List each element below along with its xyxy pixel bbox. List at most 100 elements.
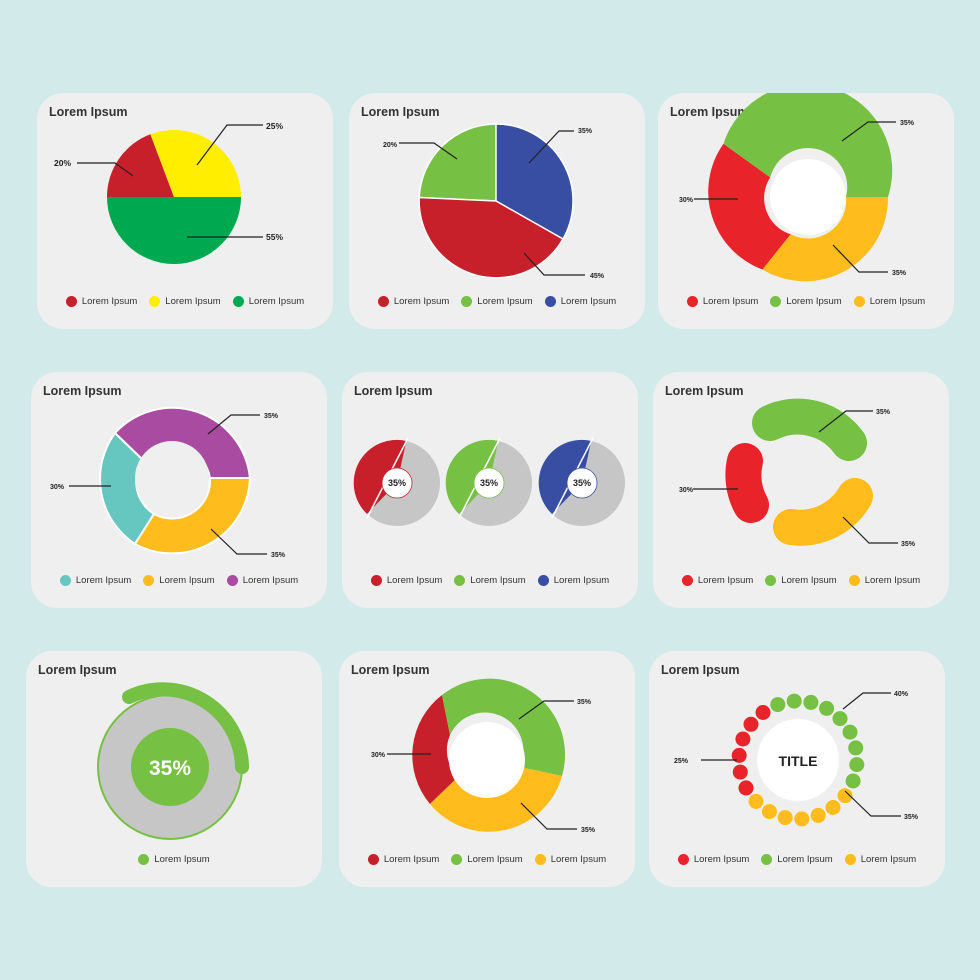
leader-line (196, 124, 263, 166)
chart-title: Lorem Ipsum (665, 384, 744, 398)
legend-item: Lorem Ipsum (232, 296, 304, 307)
gauge-value: 35% (573, 478, 591, 488)
legend-item: Lorem Ipsum (226, 575, 299, 586)
chart-card-1: Lorem Ipsum 20% 25% 55% Lorem Ipsum Lore… (37, 93, 333, 329)
chart-legend: Lorem Ipsum Lorem Ipsum Lorem Ipsum (31, 575, 327, 586)
legend-item: Lorem Ipsum (451, 854, 523, 865)
legend-label: Lorem Ipsum (869, 296, 926, 307)
legend-swatch (377, 296, 389, 307)
legend-item: Lorem Ipsum (848, 575, 920, 586)
legend-item: Lorem Ipsum (770, 296, 842, 307)
leader-line (842, 516, 898, 544)
ring-dot (810, 807, 826, 823)
chart-legend: Lorem Ipsum Lorem Ipsum Lorem Ipsum (37, 296, 333, 307)
pie-slice-yellow (150, 130, 241, 197)
legend-label: Lorem Ipsum (386, 575, 443, 586)
legend-item: Lorem Ipsum (853, 296, 926, 307)
legend-swatch (454, 575, 466, 586)
legend-swatch (461, 296, 473, 307)
legend-item: Lorem Ipsum (454, 575, 526, 586)
pie-slice-red (107, 134, 174, 197)
slice-label: 45% (590, 273, 605, 280)
legend-swatch (367, 854, 379, 865)
ring-dot (794, 811, 810, 827)
center-title: TITLE (779, 753, 818, 769)
donut-slice-red (412, 695, 458, 804)
chart-title: Lorem Ipsum (661, 663, 740, 677)
chart-title: Lorem Ipsum (351, 663, 430, 677)
slice-label: 35% (900, 120, 915, 127)
pie-slice-red (418, 196, 565, 279)
legend-swatch (844, 854, 856, 865)
pie-slice-green (418, 123, 497, 202)
legend-swatch (143, 575, 155, 586)
chart-legend: Lorem Ipsum Lorem Ipsum Lorem Ipsum (649, 854, 945, 865)
legend-swatch (534, 854, 546, 865)
chart-title: Lorem Ipsum (43, 384, 122, 398)
chart-area: 35% 35% 35% (353, 437, 625, 526)
ring-dot (743, 716, 759, 732)
legend-swatch (537, 575, 549, 586)
chart-legend: Lorem Ipsum (26, 854, 322, 865)
gauge-center (473, 467, 505, 499)
ring-dot (732, 764, 748, 780)
slice-label: 40% (894, 691, 909, 698)
chart-area: 20% 35% 45% (383, 123, 605, 280)
pie-slice-green (107, 197, 241, 264)
ring-dot (777, 810, 793, 826)
chart-title: Lorem Ipsum (49, 105, 128, 119)
chart-card-4: Lorem Ipsum 30% 35% 35% Lorem Ipsum Lore… (31, 372, 327, 608)
progress-arc (122, 682, 249, 774)
legend-item: Lorem Ipsum (844, 854, 916, 865)
chart-area: 30% 35% 35% (679, 398, 916, 548)
legend-label: Lorem Ipsum (777, 854, 833, 865)
chart-area: 20% 25% 55% (54, 121, 283, 264)
donut-slice-red (708, 143, 791, 270)
chart-title: Lorem Ipsum (354, 384, 433, 398)
segment-red (725, 443, 769, 523)
legend-label: Lorem Ipsum (470, 575, 526, 586)
legend-swatch (761, 854, 773, 865)
leader-line (528, 130, 574, 164)
ring-dot (770, 697, 786, 713)
legend-label: Lorem Ipsum (553, 575, 610, 586)
donut-hole (449, 722, 525, 798)
legend-item: Lorem Ipsum (544, 296, 617, 307)
chart-area: 30% 35% 35% (371, 678, 596, 834)
segment-green (752, 398, 867, 461)
chart-title: Lorem Ipsum (670, 105, 749, 119)
legend-label: Lorem Ipsum (75, 575, 132, 586)
slice-label: 20% (383, 142, 398, 149)
chart-card-6: Lorem Ipsum 30% 35% 35% Lorem Ipsum Lore… (653, 372, 949, 608)
slice-label: 35% (578, 128, 593, 135)
leader-line (832, 244, 888, 273)
ring-dot (786, 693, 802, 709)
legend-swatch (686, 296, 698, 307)
legend-item: Lorem Ipsum (138, 854, 210, 865)
chart-area: 30% 35% 35% (50, 406, 286, 559)
ring-dot (845, 773, 861, 789)
slice-label: 35% (581, 827, 596, 834)
legend-label: Lorem Ipsum (560, 296, 617, 307)
ring-dot (819, 700, 835, 716)
legend-swatch (232, 296, 244, 307)
gauge-fill-blue (538, 439, 592, 514)
ring-dot (761, 804, 777, 820)
legend-label: Lorem Ipsum (165, 296, 221, 307)
gauge-value: 35% (480, 478, 498, 488)
slice-label: 55% (266, 232, 283, 242)
legend-label: Lorem Ipsum (242, 575, 299, 586)
ring-dot (842, 724, 858, 740)
pie-slice-blue (495, 123, 574, 241)
legend-item: Lorem Ipsum (537, 575, 610, 586)
leader-line (518, 700, 574, 720)
donut-hole (770, 159, 846, 235)
legend-item: Lorem Ipsum (761, 854, 833, 865)
ring-dot (755, 705, 771, 720)
slice-label: 30% (371, 752, 386, 759)
chart-card-5: Lorem Ipsum 35% 35% 35% Lorem Ipsum Lore… (342, 372, 638, 608)
slice-label: 25% (266, 121, 283, 131)
donut-slice-green (442, 678, 566, 776)
leader-line (844, 790, 901, 817)
chart-card-2: Lorem Ipsum 20% 35% 45% Lorem Ipsum Lore… (349, 93, 645, 329)
